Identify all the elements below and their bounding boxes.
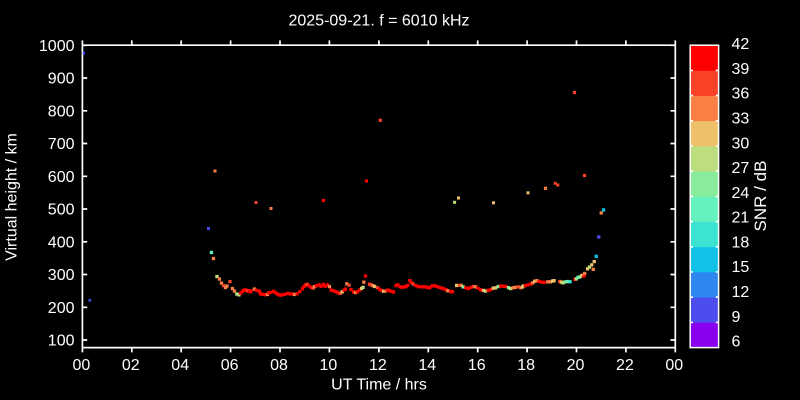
svg-text:16: 16 xyxy=(468,357,486,374)
svg-text:800: 800 xyxy=(48,103,75,120)
svg-text:02: 02 xyxy=(122,357,140,374)
svg-text:33: 33 xyxy=(732,111,750,128)
svg-text:06: 06 xyxy=(221,357,239,374)
svg-text:900: 900 xyxy=(48,71,75,88)
svg-text:SNR / dB: SNR / dB xyxy=(751,161,770,232)
svg-text:15: 15 xyxy=(732,259,750,276)
svg-text:18: 18 xyxy=(732,234,750,251)
svg-text:9: 9 xyxy=(732,309,741,326)
svg-text:30: 30 xyxy=(732,135,750,152)
svg-text:Virtual height / km: Virtual height / km xyxy=(4,133,21,261)
svg-text:14: 14 xyxy=(418,357,436,374)
svg-text:22: 22 xyxy=(616,357,634,374)
svg-text:300: 300 xyxy=(48,267,75,284)
svg-text:00: 00 xyxy=(665,357,683,374)
svg-text:08: 08 xyxy=(270,357,288,374)
svg-text:1000: 1000 xyxy=(39,38,75,55)
svg-text:UT Time / hrs: UT Time / hrs xyxy=(331,376,427,393)
svg-text:21: 21 xyxy=(732,210,750,227)
svg-text:36: 36 xyxy=(732,86,750,103)
svg-text:42: 42 xyxy=(732,36,750,53)
svg-text:12: 12 xyxy=(732,284,750,301)
svg-text:00: 00 xyxy=(73,357,91,374)
svg-text:24: 24 xyxy=(732,185,750,202)
svg-text:04: 04 xyxy=(171,357,189,374)
svg-text:200: 200 xyxy=(48,300,75,317)
svg-text:700: 700 xyxy=(48,136,75,153)
svg-text:600: 600 xyxy=(48,169,75,186)
svg-text:2025-09-21. f = 6010 kHz: 2025-09-21. f = 6010 kHz xyxy=(288,13,469,30)
svg-text:27: 27 xyxy=(732,160,750,177)
svg-text:12: 12 xyxy=(369,357,387,374)
svg-text:100: 100 xyxy=(48,333,75,350)
svg-text:500: 500 xyxy=(48,202,75,219)
svg-text:18: 18 xyxy=(517,357,535,374)
svg-text:39: 39 xyxy=(732,61,750,78)
svg-text:6: 6 xyxy=(732,334,741,351)
svg-text:400: 400 xyxy=(48,234,75,251)
svg-text:20: 20 xyxy=(567,357,585,374)
svg-text:10: 10 xyxy=(320,357,338,374)
